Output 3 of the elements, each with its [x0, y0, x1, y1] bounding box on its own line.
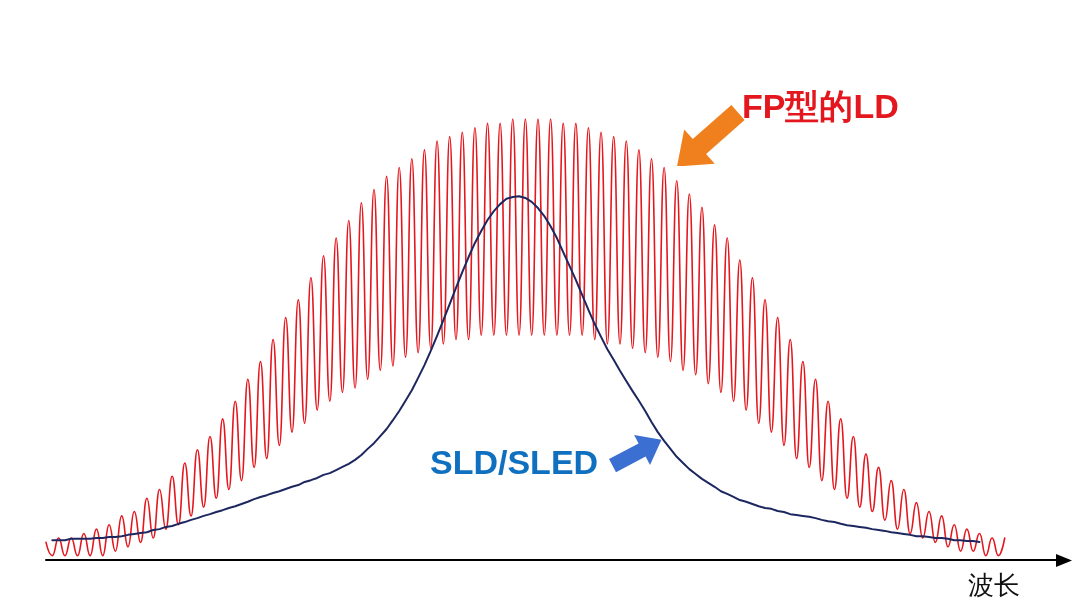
text: FP型的LD: [742, 87, 899, 125]
series-label: SLD/SLED: [430, 443, 599, 481]
x-axis-title: 波长: [968, 570, 1020, 600]
